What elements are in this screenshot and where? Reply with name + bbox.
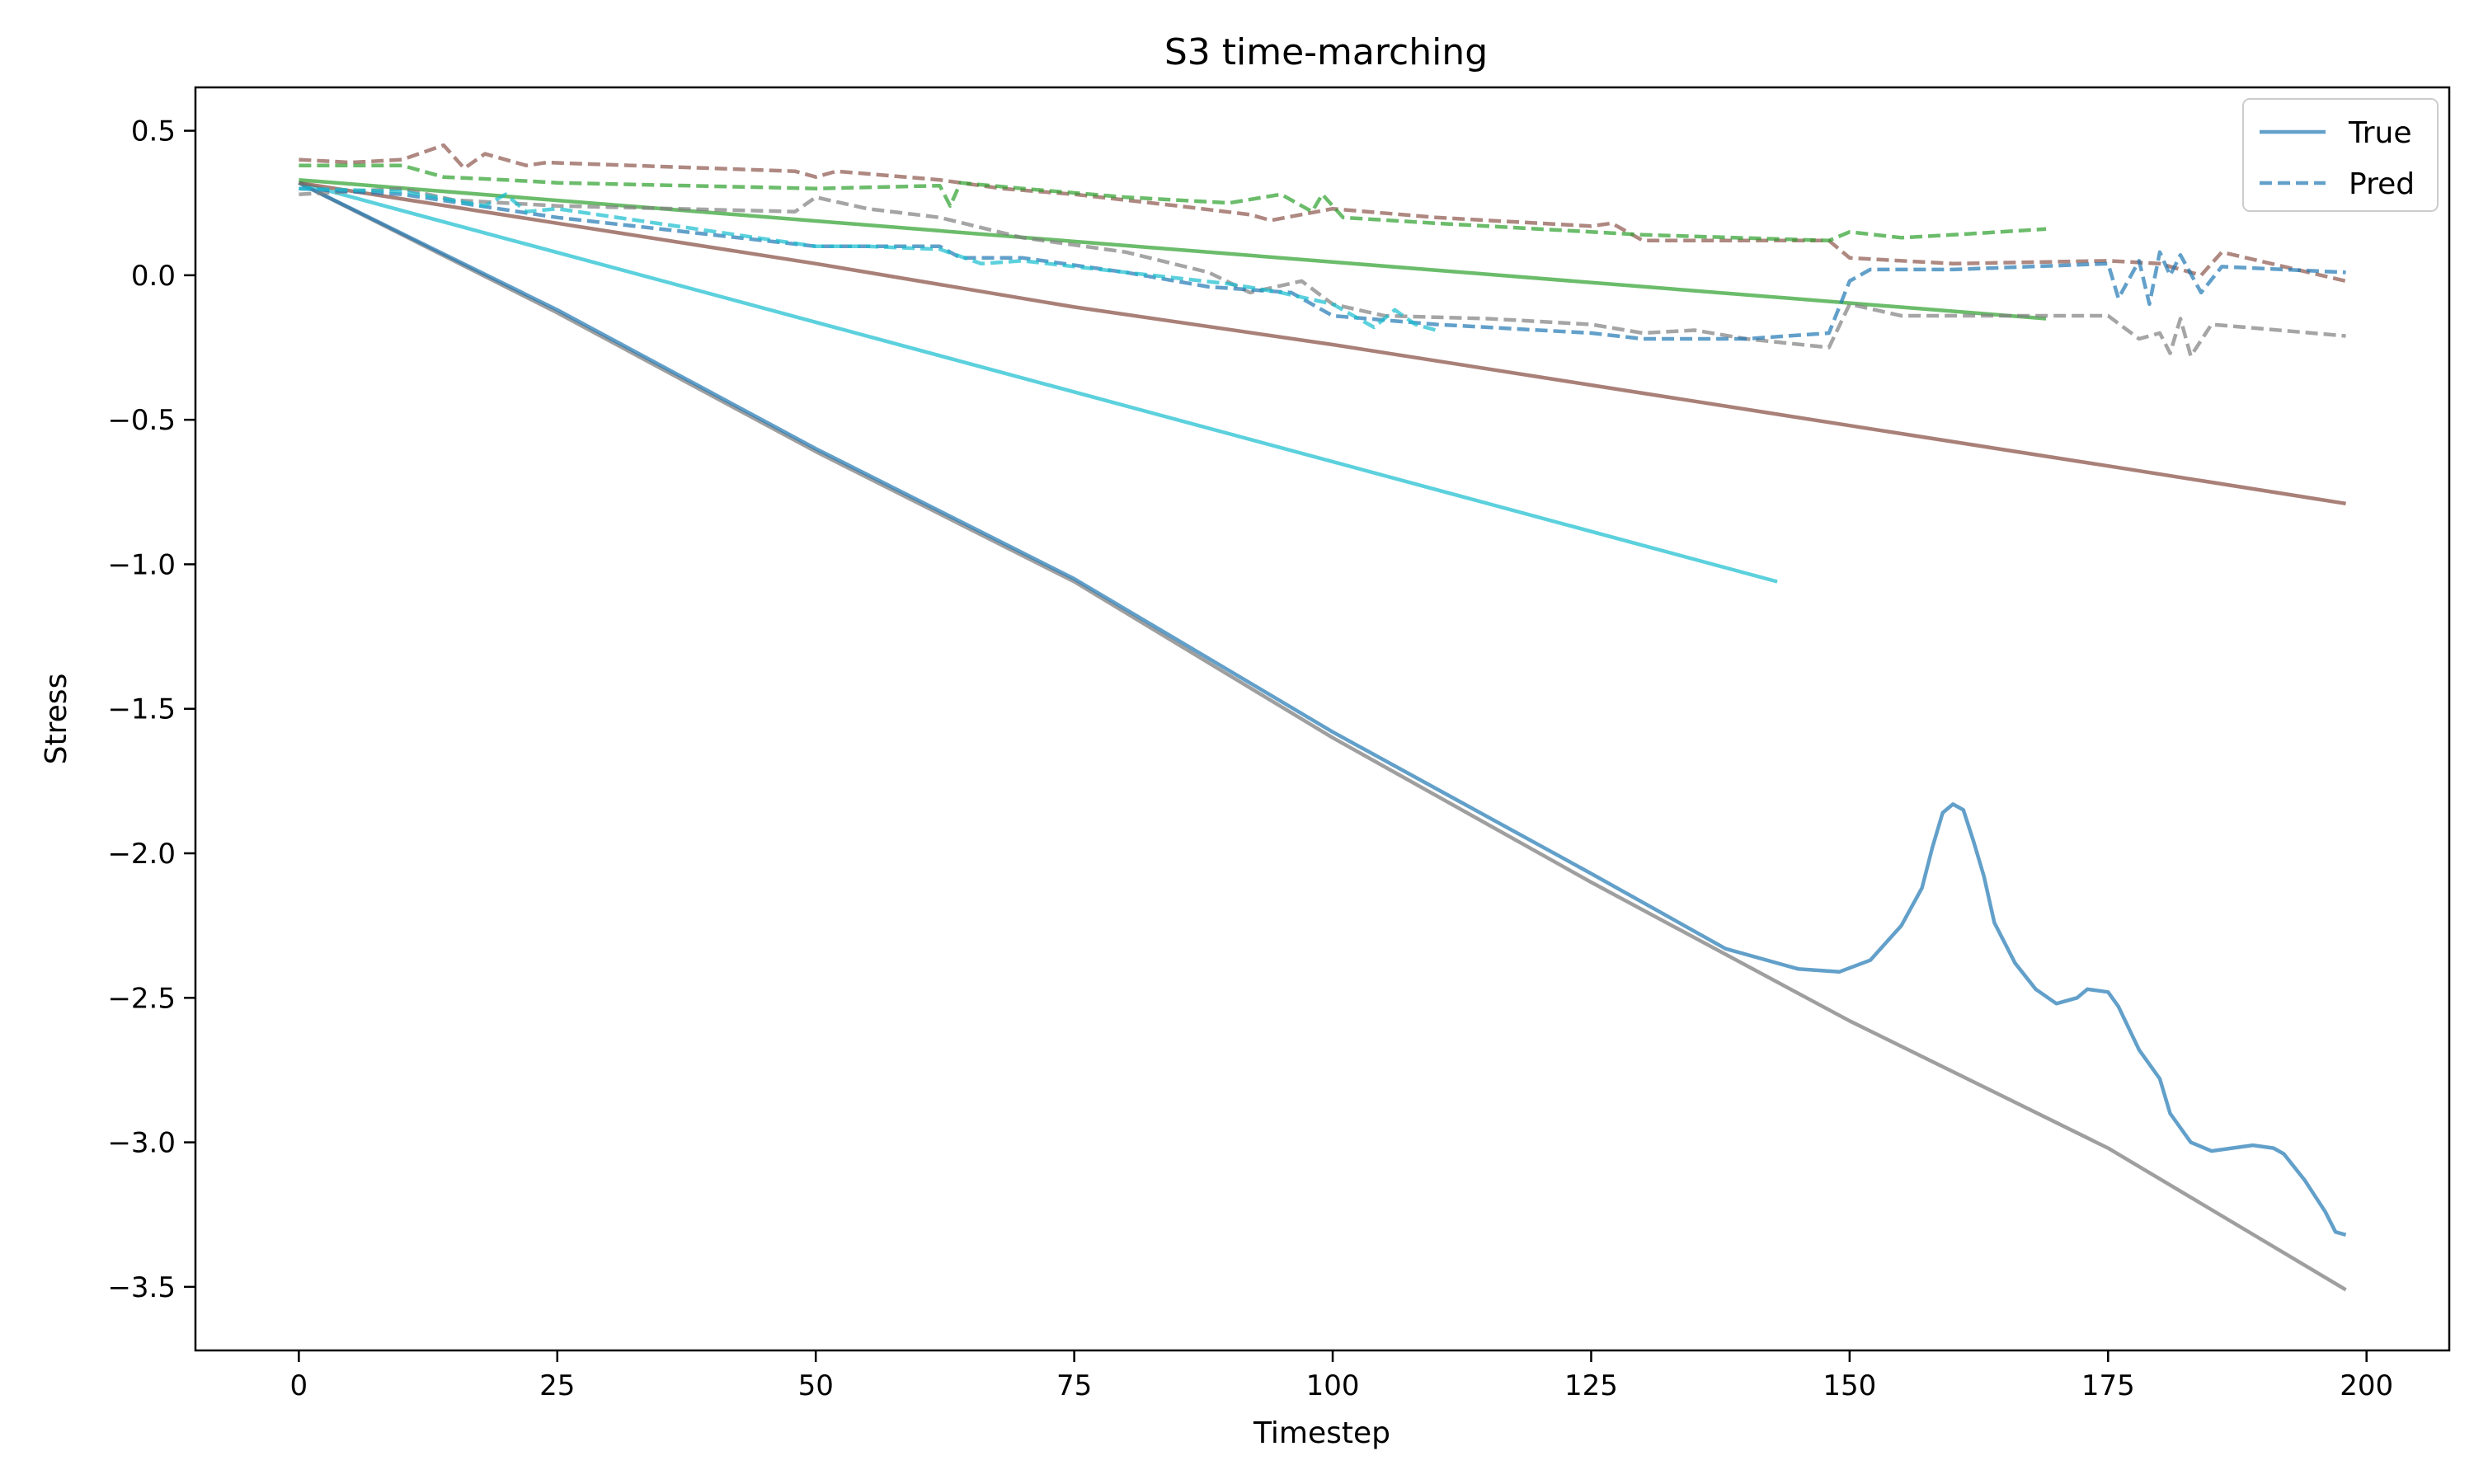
chart-title: S3 time-marching bbox=[1164, 31, 1488, 73]
legend-label-1: Pred bbox=[2349, 167, 2415, 201]
series-line-0 bbox=[298, 181, 2347, 1292]
series-line-2 bbox=[298, 181, 1778, 584]
x-axis: 0 25 50 75 100 125 150 175 200 bbox=[290, 1350, 2393, 1402]
y-tick-label: −1.0 bbox=[107, 548, 176, 581]
x-tick-label: 50 bbox=[798, 1369, 834, 1402]
legend-label-0: True bbox=[2348, 116, 2411, 150]
y-tick-label: −3.5 bbox=[107, 1271, 176, 1304]
legend: True Pred bbox=[2242, 98, 2439, 212]
y-axis-label: Stress bbox=[40, 674, 73, 765]
x-tick-label: 75 bbox=[1056, 1369, 1092, 1402]
y-tick-label: −0.5 bbox=[107, 404, 176, 437]
plot-frame bbox=[194, 86, 2451, 1352]
x-tick-label: 125 bbox=[1564, 1369, 1618, 1402]
x-tick-label: 200 bbox=[2340, 1369, 2393, 1402]
x-tick-label: 25 bbox=[539, 1369, 575, 1402]
series-line-3 bbox=[299, 181, 2346, 506]
x-tick-label: 0 bbox=[290, 1369, 308, 1402]
x-tick-label: 175 bbox=[2081, 1369, 2135, 1402]
series-line-4 bbox=[299, 177, 2047, 321]
series-line-7 bbox=[299, 186, 2346, 359]
series-line-1 bbox=[298, 181, 2347, 1237]
x-tick-label: 100 bbox=[1306, 1369, 1360, 1402]
series-layer bbox=[298, 143, 2347, 1292]
y-tick-label: −1.5 bbox=[107, 693, 176, 726]
y-tick-label: 0.0 bbox=[131, 260, 176, 293]
y-tick-label: −2.0 bbox=[107, 838, 176, 871]
y-tick-label: −3.0 bbox=[107, 1127, 176, 1160]
x-axis-label: Timestep bbox=[1253, 1416, 1390, 1450]
series-line-9 bbox=[299, 186, 1437, 332]
y-tick-label: 0.5 bbox=[131, 115, 176, 148]
x-tick-label: 150 bbox=[1823, 1369, 1876, 1402]
series-line-5 bbox=[299, 143, 2347, 284]
legend-box bbox=[2242, 98, 2439, 212]
series-line-6 bbox=[299, 163, 2047, 243]
y-tick-label: −2.5 bbox=[107, 982, 176, 1015]
y-axis: 0.5 0.0 −0.5 −1.0 −1.5 −2.0 −2.5 −3.0 −3.5 bbox=[107, 115, 195, 1304]
